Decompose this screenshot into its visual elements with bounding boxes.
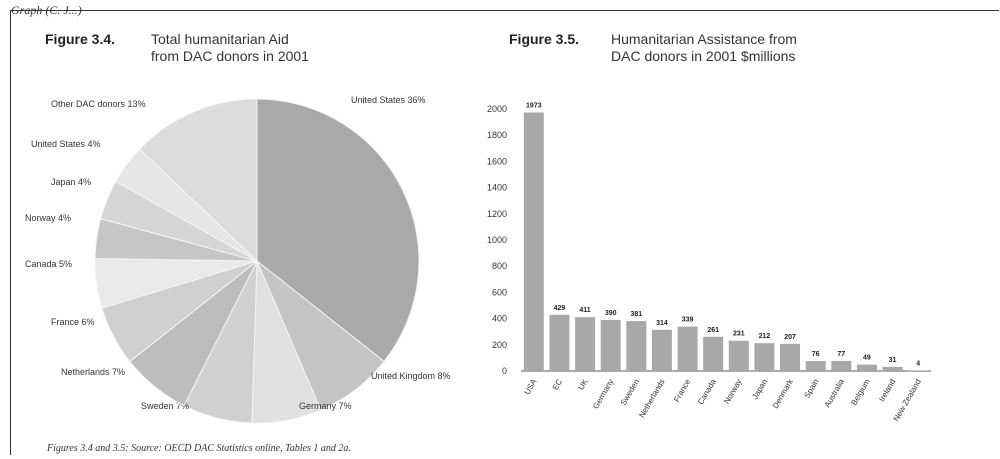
bar	[626, 321, 647, 371]
bar	[831, 360, 852, 371]
bar-data-label: 4	[916, 360, 920, 367]
bar	[651, 329, 672, 371]
bar-data-label: 429	[554, 305, 566, 312]
bar-data-label: 207	[784, 334, 796, 341]
bar	[600, 319, 621, 371]
pie-slice	[139, 98, 258, 263]
pie-title-line1: Total humanitarian Aid	[151, 31, 289, 47]
x-tick-label: Germany	[591, 378, 615, 411]
bar-data-label: 339	[682, 317, 694, 324]
bar	[780, 343, 801, 371]
x-tick-label: Norway	[722, 378, 743, 406]
bar	[523, 112, 544, 372]
bar-title-line2: DAC donors in 2001 $millions	[611, 48, 796, 64]
bar-data-label: 31	[889, 357, 897, 364]
bar	[677, 326, 698, 371]
bar	[575, 317, 596, 371]
bar-data-label: 77	[837, 351, 845, 358]
x-tick-label: Netherlands	[637, 378, 666, 420]
pie-slice-label: France 6%	[51, 317, 95, 327]
bar-data-label: 231	[733, 331, 745, 338]
bar-data-label: 49	[863, 355, 871, 362]
x-tick-label: UK	[576, 377, 590, 392]
bar-data-label: 390	[605, 310, 617, 317]
bar-data-label: 212	[759, 333, 771, 340]
x-tick-label: New Zealand	[892, 378, 923, 423]
pie-title-line2: from DAC donors in 2001	[151, 48, 309, 64]
bar-data-label: 381	[630, 311, 642, 318]
pie-slice-label: Germany 7%	[299, 401, 352, 411]
pie-slice-label: Norway 4%	[25, 213, 71, 223]
y-tick-label: 400	[492, 314, 507, 324]
y-tick-label: 1200	[487, 209, 507, 219]
x-tick-label: USA	[523, 377, 539, 396]
figure-frame: Graph (C. J...) Figure 3.4. Total humani…	[10, 3, 999, 455]
bar-figure-title: Humanitarian Assistance from DAC donors …	[611, 31, 797, 65]
bar-chart: 0 200 400 600 800 1000 1200 1400 1600 1800 2000 197…	[487, 103, 931, 423]
y-tick-label: 1800	[487, 130, 507, 140]
x-tick-label: Spain	[802, 378, 820, 400]
pie-slice-label: Canada 5%	[25, 259, 72, 269]
bar-data-label: 411	[579, 307, 590, 314]
pie-slice-label: Japan 4%	[51, 177, 91, 187]
y-tick-label: 200	[492, 340, 507, 350]
pie-figure-number: Figure 3.4.	[45, 31, 116, 47]
bar	[908, 370, 929, 371]
figure-caption: Figures 3.4 and 3.5: Source: OECD DAC St…	[47, 443, 351, 454]
pie-slice-label: United States 4%	[31, 139, 101, 149]
x-tick-label: Japan	[750, 378, 769, 401]
bar-data-label: 261	[707, 327, 719, 334]
pie-figure-title: Total humanitarian Aid from DAC donors i…	[151, 31, 309, 65]
header-fragment: Graph (C. J...)	[11, 3, 82, 17]
y-tick-label: 800	[492, 261, 507, 271]
x-tick-label: France	[672, 377, 693, 404]
bar	[549, 314, 570, 371]
pie-slice-label: United Kingdom 8%	[371, 371, 451, 381]
x-tick-label: Australia	[823, 377, 847, 409]
bar-data-label: 76	[812, 351, 820, 358]
x-tick-label: Belgium	[849, 377, 871, 407]
bar-data-label: 1973	[526, 103, 542, 110]
bar	[805, 361, 826, 371]
bar	[728, 340, 749, 371]
pie-slice-label: Netherlands 7%	[61, 367, 125, 377]
pie-slice-label: Other DAC donors 13%	[51, 99, 146, 109]
x-tick-label: EC	[551, 377, 564, 391]
bar	[703, 336, 724, 371]
x-tick-label: Ireland	[877, 378, 897, 404]
bar	[754, 343, 775, 371]
y-tick-label: 1000	[487, 235, 507, 245]
bar-title-line1: Humanitarian Assistance from	[611, 31, 797, 47]
bar-figure-number: Figure 3.5.	[509, 31, 580, 47]
y-tick-label: 1600	[487, 156, 507, 166]
bar	[856, 364, 877, 371]
pie-chart: United States 36% United Kingdom 8% German…	[25, 95, 451, 424]
pie-slice	[256, 98, 420, 363]
x-tick-label: Canada	[696, 377, 718, 406]
pie-slice-label: Sweden 7%	[141, 401, 189, 411]
x-tick-label: Denmark	[771, 377, 796, 410]
y-tick-label: 600	[492, 287, 507, 297]
bar-data-label: 314	[656, 320, 668, 327]
y-tick-label: 0	[502, 366, 507, 376]
bar	[882, 366, 903, 371]
y-tick-label: 2000	[487, 104, 507, 114]
pie-slice-label: United States 36%	[351, 95, 426, 105]
x-tick-label: Sweden	[619, 378, 641, 408]
y-tick-label: 1400	[487, 183, 507, 193]
